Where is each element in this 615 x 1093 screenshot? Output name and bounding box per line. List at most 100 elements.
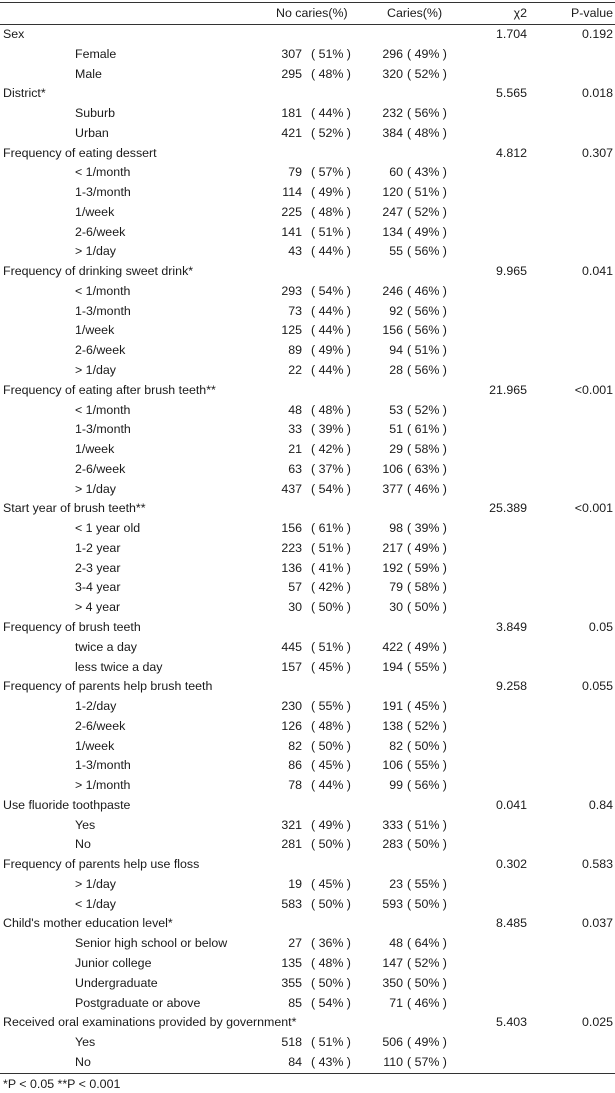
category-label: < 1/month	[75, 283, 131, 298]
table-row: 3-4 year 57 ( 42% ) 79 ( 58% )	[0, 578, 615, 598]
group-row: Frequency of drinking sweet drink* 9.965 0…	[0, 262, 615, 282]
group-label: Sex	[3, 27, 25, 41]
chi2-value: 5.403	[495, 1015, 527, 1030]
caries-percent: ( 50% )	[407, 738, 447, 753]
caries-percent: ( 48% )	[407, 125, 447, 140]
table-row: No 281 ( 50% ) 283 ( 50% )	[0, 835, 615, 855]
category-label: 2-6/week	[75, 343, 126, 358]
group-row: Start year of brush teeth** 25.389 <0.001	[0, 499, 615, 519]
chi2-value: 3.849	[495, 619, 527, 634]
no-caries-count: 307	[281, 46, 302, 61]
table-row: Yes 518 ( 51% ) 506 ( 49% )	[0, 1033, 615, 1053]
category-label: Junior college	[75, 955, 152, 970]
category-label: > 1/day	[75, 876, 116, 891]
no-caries-percent: ( 43% )	[311, 1054, 351, 1069]
header-no-caries: No caries(%)	[276, 6, 348, 20]
category-label: 1-2 year	[75, 540, 121, 555]
table-row: < 1/month 79 ( 57% ) 60 ( 43% )	[0, 163, 615, 183]
caries-percent: ( 57% )	[407, 1054, 447, 1069]
caries-percent: ( 64% )	[407, 936, 447, 951]
no-caries-percent: ( 54% )	[311, 995, 351, 1010]
table-row: > 1/day 22 ( 44% ) 28 ( 56% )	[0, 361, 615, 381]
category-label: 1/week	[75, 738, 115, 753]
p-value: 0.055	[581, 679, 613, 694]
table-row: > 4 year 30 ( 50% ) 30 ( 50% )	[0, 598, 615, 618]
caries-percent: ( 46% )	[407, 481, 447, 496]
chi2-value: 9.258	[495, 679, 527, 694]
no-caries-count: 293	[281, 283, 302, 298]
category-label: Yes	[75, 817, 96, 832]
caries-count: 29	[389, 442, 403, 457]
category-label: < 1 year old	[75, 521, 141, 536]
table-row: > 1/day 19 ( 45% ) 23 ( 55% )	[0, 875, 615, 895]
table-header-row: No caries(%) Caries(%) χ2 P-value	[0, 3, 615, 25]
caries-percent: ( 59% )	[407, 560, 447, 575]
no-caries-percent: ( 51% )	[311, 540, 351, 555]
caries-count: 147	[382, 955, 403, 970]
category-label: > 1/day	[75, 244, 116, 259]
caries-percent: ( 52% )	[407, 402, 447, 417]
category-label: less twice a day	[75, 659, 163, 674]
no-caries-percent: ( 54% )	[311, 481, 351, 496]
table-row: < 1/month 48 ( 48% ) 53 ( 52% )	[0, 401, 615, 421]
table-row: Female 307 ( 51% ) 296 ( 49% )	[0, 45, 615, 65]
p-value: 0.025	[581, 1015, 613, 1030]
caries-count: 506	[382, 1035, 403, 1050]
group-row: Frequency of brush teeth 3.849 0.05	[0, 618, 615, 638]
no-caries-percent: ( 49% )	[311, 185, 351, 200]
no-caries-count: 225	[281, 204, 302, 219]
no-caries-percent: ( 44% )	[311, 244, 351, 259]
category-label: Female	[75, 46, 117, 61]
category-label: 1/week	[75, 442, 115, 457]
table-row: 1/week 21 ( 42% ) 29 ( 58% )	[0, 440, 615, 460]
table-row: > 1/day 43 ( 44% ) 55 ( 56% )	[0, 242, 615, 262]
no-caries-percent: ( 61% )	[311, 521, 351, 536]
category-label: < 1/month	[75, 402, 131, 417]
chi2-value: 1.704	[495, 27, 527, 41]
group-row: Sex 1.704 0.192	[0, 25, 615, 45]
caries-percent: ( 39% )	[407, 521, 447, 536]
no-caries-count: 43	[288, 244, 302, 259]
p-value: 0.583	[581, 857, 613, 872]
caries-count: 51	[389, 422, 403, 437]
table-row: 1-2/day 230 ( 55% ) 191 ( 45% )	[0, 697, 615, 717]
category-label: No	[75, 837, 91, 852]
table-row: Suburb 181 ( 44% ) 232 ( 56% )	[0, 104, 615, 124]
no-caries-percent: ( 55% )	[311, 699, 351, 714]
no-caries-percent: ( 50% )	[311, 896, 351, 911]
chi2-value: 8.485	[495, 916, 527, 931]
caries-percent: ( 51% )	[407, 343, 447, 358]
caries-percent: ( 52% )	[407, 204, 447, 219]
caries-count: 194	[382, 659, 403, 674]
group-row: Frequency of parents help use floss 0.302…	[0, 855, 615, 875]
caries-count: 28	[389, 363, 403, 378]
no-caries-count: 86	[288, 758, 302, 773]
no-caries-count: 421	[281, 125, 302, 140]
caries-percent: ( 58% )	[407, 442, 447, 457]
caries-count: 191	[382, 699, 403, 714]
category-label: Urban	[75, 125, 109, 140]
caries-count: 320	[382, 66, 403, 81]
no-caries-count: 281	[281, 837, 302, 852]
chi2-value: 0.302	[495, 857, 527, 872]
no-caries-count: 156	[281, 521, 302, 536]
no-caries-count: 78	[288, 778, 302, 793]
group-label: Frequency of eating dessert	[3, 145, 157, 160]
category-label: Male	[75, 66, 102, 81]
group-label: Frequency of drinking sweet drink*	[3, 264, 194, 279]
caries-count: 422	[382, 639, 403, 654]
p-value: 0.037	[581, 916, 613, 931]
group-row: District* 5.565 0.018	[0, 84, 615, 104]
table-row: Urban 421 ( 52% ) 384 ( 48% )	[0, 124, 615, 144]
caries-percent: ( 49% )	[407, 46, 447, 61]
category-label: Suburb	[75, 106, 115, 121]
caries-count: 192	[382, 560, 403, 575]
caries-percent: ( 43% )	[407, 165, 447, 180]
table-row: 2-6/week 141 ( 51% ) 134 ( 49% )	[0, 223, 615, 243]
caries-percent: ( 49% )	[407, 540, 447, 555]
p-value: 0.307	[581, 145, 613, 160]
caries-percent: ( 45% )	[407, 699, 447, 714]
caries-count: 79	[389, 580, 403, 595]
no-caries-count: 135	[281, 955, 302, 970]
